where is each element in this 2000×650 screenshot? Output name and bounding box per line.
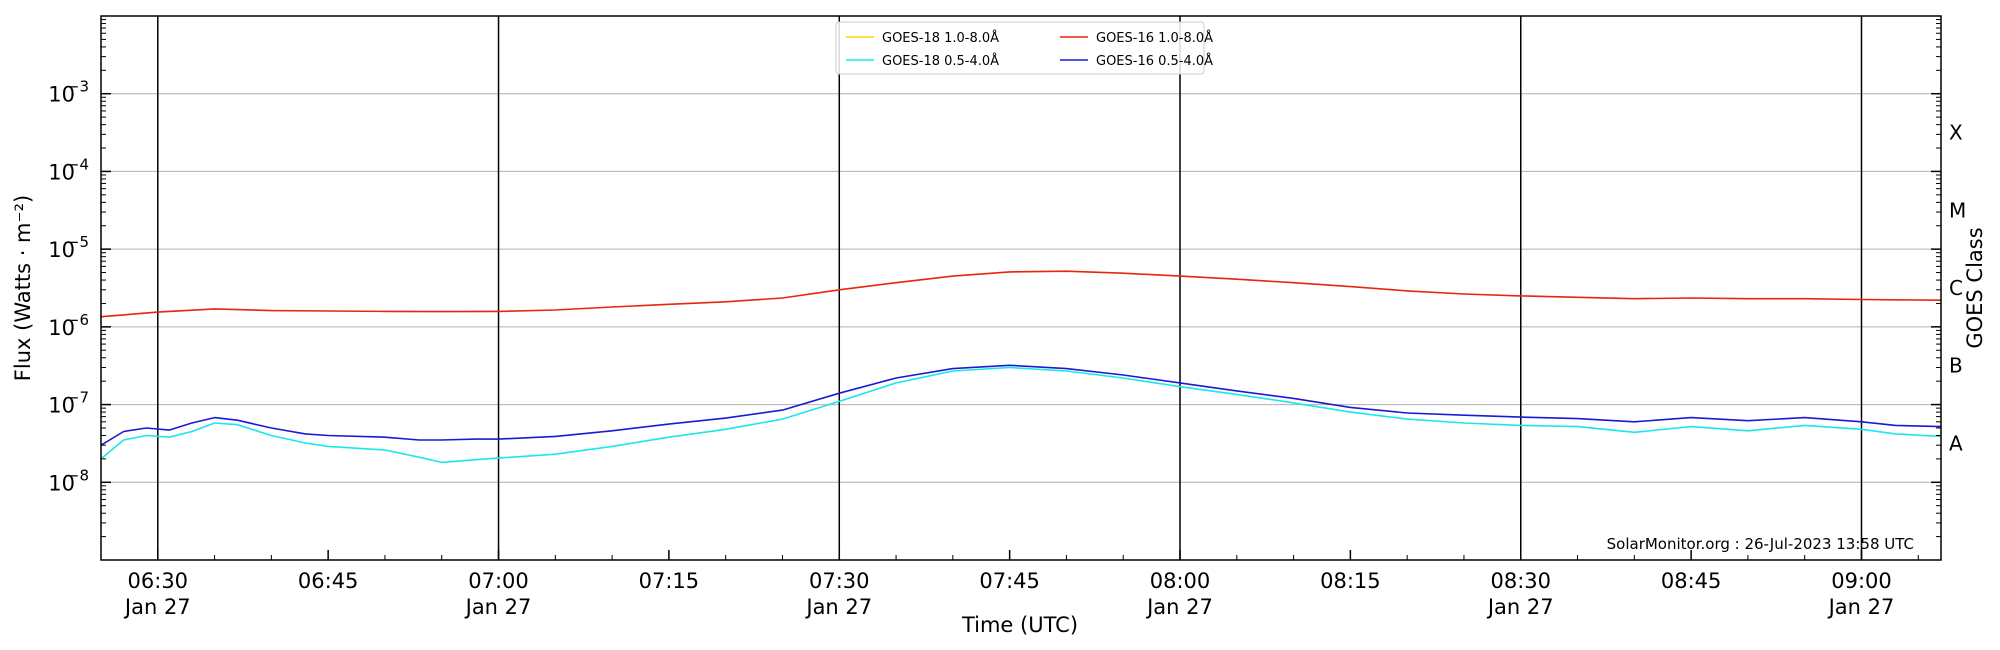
x-tick-label: 08:30 — [1490, 569, 1551, 593]
x-tick-label: 07:30 — [809, 569, 870, 593]
x-tick-label: 08:15 — [1320, 569, 1381, 593]
goes-class-label: A — [1949, 431, 1963, 455]
x-tick-label: 08:00 — [1150, 569, 1211, 593]
series-line — [100, 364, 1942, 446]
legend: GOES-18 1.0-8.0Å GOES-18 0.5-4.0Å GOES-16 … — [835, 21, 1213, 75]
x-tick-date-label: Jan 27 — [464, 595, 532, 619]
x-tick-label: 07:00 — [468, 569, 529, 593]
x-tick-label: 06:45 — [298, 569, 359, 593]
series-line — [100, 270, 1942, 318]
x-tick-date-label: Jan 27 — [1145, 595, 1213, 619]
legend-box — [835, 21, 1205, 75]
goes-class-label: M — [1949, 198, 1966, 222]
day-boundary-lines — [157, 16, 1863, 560]
x-tick-label: 08:45 — [1661, 569, 1722, 593]
x-tick-label: 09:00 — [1831, 569, 1892, 593]
legend-label: GOES-18 1.0-8.0Å — [882, 30, 999, 46]
y-tick-label: 10−6 — [48, 311, 89, 340]
legend-label: GOES-16 1.0-8.0Å — [1096, 30, 1213, 46]
goes-class-label: C — [1949, 276, 1963, 300]
axis-ticks — [100, 19, 1941, 560]
y-tick-label: 10−5 — [48, 233, 89, 262]
x-tick-label: 07:45 — [979, 569, 1040, 593]
series-line — [100, 366, 1942, 464]
y-tick-exponent: −7 — [67, 389, 89, 407]
x-tick-date-label: Jan 27 — [1486, 595, 1554, 619]
y2-axis-title: GOES Class — [1963, 227, 1987, 348]
y-tick-exponent: −4 — [67, 155, 89, 173]
y-tick-exponent: −5 — [67, 233, 89, 251]
series-lines — [100, 270, 1942, 464]
x-tick-date-label: Jan 27 — [1827, 595, 1895, 619]
y-tick-label: 10−7 — [48, 389, 89, 418]
y-tick-exponent: −6 — [67, 311, 89, 329]
plot-frame — [100, 15, 1942, 561]
y-tick-exponent: −8 — [67, 466, 89, 484]
legend-label: GOES-16 0.5-4.0Å — [1096, 53, 1213, 69]
goes-class-label: X — [1949, 121, 1963, 145]
grid-lines — [101, 93, 1941, 483]
y-tick-label: 10−4 — [48, 155, 89, 184]
legend-label: GOES-18 0.5-4.0Å — [882, 53, 999, 69]
x-tick-label: 06:30 — [128, 569, 189, 593]
y-tick-exponent: −3 — [67, 78, 89, 96]
x-tick-date-label: Jan 27 — [804, 595, 872, 619]
y-axis-title: Flux (Watts · m⁻²) — [11, 195, 35, 381]
x-axis-title: Time (UTC) — [961, 613, 1078, 637]
y-tick-label: 10−8 — [48, 466, 89, 495]
y-tick-label: 10−3 — [48, 78, 89, 107]
x-tick-date-label: Jan 27 — [123, 595, 191, 619]
x-tick-label: 07:15 — [639, 569, 700, 593]
watermark-text: SolarMonitor.org : 26-Jul-2023 13:58 UTC — [1607, 535, 1914, 553]
goes-class-label: B — [1949, 354, 1963, 378]
